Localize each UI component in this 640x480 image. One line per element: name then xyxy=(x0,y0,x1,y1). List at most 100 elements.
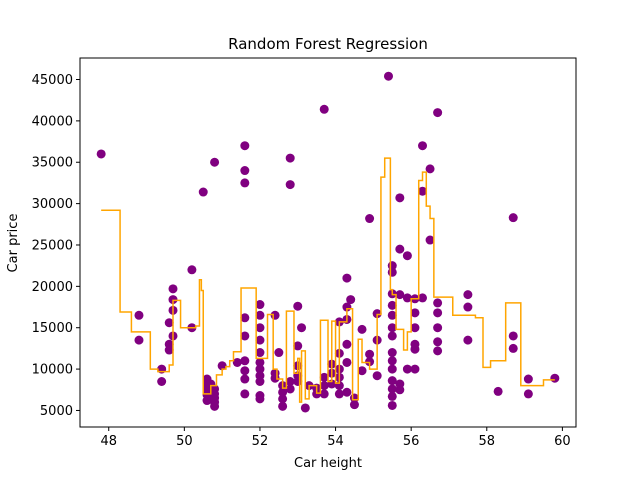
data-point-48 xyxy=(255,394,265,404)
data-point-131 xyxy=(418,186,428,196)
data-point-40 xyxy=(255,323,265,333)
data-point-73 xyxy=(319,381,329,391)
data-point-26 xyxy=(210,401,220,411)
data-point-72 xyxy=(319,372,329,382)
data-point-9 xyxy=(168,295,178,305)
y-tick-label-20000: 20000 xyxy=(32,280,73,295)
data-point-70 xyxy=(312,389,322,399)
data-point-103 xyxy=(387,267,397,277)
data-point-106 xyxy=(387,310,397,320)
y-axis-label: Car price xyxy=(6,214,21,273)
data-point-29 xyxy=(240,141,250,151)
data-point-51 xyxy=(270,373,280,383)
x-tick-label-52: 52 xyxy=(252,434,269,449)
data-point-141 xyxy=(463,290,473,300)
data-point-107 xyxy=(387,323,397,333)
data-point-90 xyxy=(346,295,356,305)
data-point-74 xyxy=(319,389,329,399)
data-point-2 xyxy=(134,335,144,345)
data-point-110 xyxy=(387,356,397,366)
data-point-97 xyxy=(365,357,375,367)
data-point-0 xyxy=(96,149,106,159)
data-point-87 xyxy=(342,339,352,349)
data-point-144 xyxy=(493,386,503,396)
data-point-136 xyxy=(433,298,443,308)
data-point-100 xyxy=(372,371,382,381)
data-point-54 xyxy=(278,387,288,397)
data-point-57 xyxy=(285,153,295,163)
data-point-44 xyxy=(255,364,265,374)
data-point-126 xyxy=(410,323,420,333)
y-tick-label-25000: 25000 xyxy=(32,238,73,253)
data-point-147 xyxy=(508,343,518,353)
data-point-8 xyxy=(168,284,178,294)
data-point-150 xyxy=(550,373,560,383)
y-tick-label-10000: 10000 xyxy=(32,363,73,378)
data-point-115 xyxy=(387,400,397,410)
data-point-30 xyxy=(240,166,250,176)
data-point-118 xyxy=(395,290,405,300)
ticks: 48 50 52 54 56 58 60 5000 10000 15000 20000 25000 30… xyxy=(32,73,571,449)
data-point-117 xyxy=(395,244,405,254)
data-point-94 xyxy=(357,366,367,376)
data-point-146 xyxy=(508,331,518,341)
data-point-109 xyxy=(387,348,397,358)
prediction-line-layer xyxy=(101,157,555,403)
data-point-122 xyxy=(402,293,412,303)
data-point-95 xyxy=(365,214,375,224)
data-point-140 xyxy=(433,346,443,356)
x-tick-label-54: 54 xyxy=(327,434,344,449)
data-point-83 xyxy=(334,389,344,399)
prediction-line xyxy=(101,157,555,403)
plot-frame xyxy=(79,57,577,428)
data-point-60 xyxy=(285,384,295,394)
y-tick-label-35000: 35000 xyxy=(32,156,73,171)
data-point-28 xyxy=(232,357,242,367)
data-point-32 xyxy=(240,313,250,323)
x-tick-label-50: 50 xyxy=(176,434,193,449)
axes xyxy=(79,57,577,428)
data-point-38 xyxy=(255,300,265,310)
data-point-59 xyxy=(285,377,295,386)
data-point-116 xyxy=(395,193,405,203)
data-point-52 xyxy=(274,348,284,358)
data-point-101 xyxy=(383,71,393,81)
y-tick-label-30000: 30000 xyxy=(32,197,73,212)
y-tick-label-45000: 45000 xyxy=(32,73,73,88)
data-point-19 xyxy=(202,396,212,406)
data-point-33 xyxy=(240,331,250,341)
data-point-36 xyxy=(240,374,250,384)
data-point-41 xyxy=(255,335,265,345)
data-point-129 xyxy=(410,364,420,374)
data-point-113 xyxy=(387,384,397,394)
data-point-39 xyxy=(255,310,265,320)
data-point-89 xyxy=(342,387,352,397)
data-point-1 xyxy=(134,310,144,320)
data-point-134 xyxy=(425,235,435,245)
data-point-108 xyxy=(387,331,397,341)
y-tick-label-5000: 5000 xyxy=(40,404,73,419)
data-point-121 xyxy=(402,251,412,261)
data-point-49 xyxy=(270,310,280,320)
data-point-114 xyxy=(387,391,397,401)
data-point-120 xyxy=(395,385,405,395)
data-point-71 xyxy=(319,104,329,114)
data-point-21 xyxy=(210,157,220,167)
data-point-137 xyxy=(433,308,443,318)
data-point-27 xyxy=(217,361,227,371)
data-point-142 xyxy=(463,302,473,312)
data-point-5 xyxy=(164,318,174,328)
data-point-130 xyxy=(418,141,428,151)
data-point-139 xyxy=(433,337,443,347)
chart-title: Random Forest Regression xyxy=(228,35,428,53)
data-point-58 xyxy=(285,180,295,190)
data-point-46 xyxy=(255,377,265,386)
x-tick-label-60: 60 xyxy=(554,434,571,449)
x-tick-label-56: 56 xyxy=(403,434,420,449)
data-point-112 xyxy=(387,376,397,386)
data-point-88 xyxy=(342,357,352,367)
data-point-96 xyxy=(365,349,375,359)
data-point-93 xyxy=(357,324,367,334)
data-point-62 xyxy=(293,341,303,351)
